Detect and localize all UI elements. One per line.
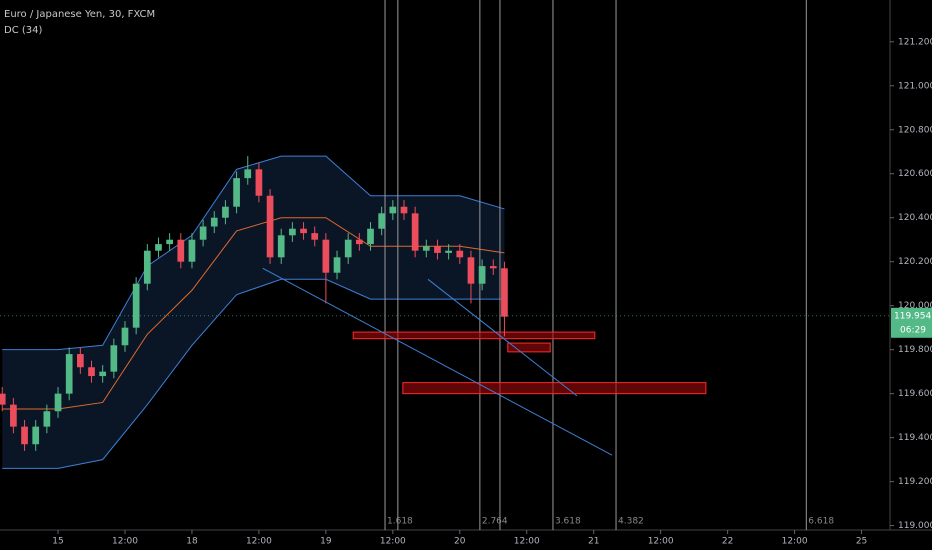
candle-body bbox=[289, 228, 296, 236]
y-tick-label: 119.000 bbox=[898, 521, 932, 531]
candle-body bbox=[501, 268, 508, 317]
candle-body bbox=[210, 217, 218, 227]
candle-body bbox=[266, 195, 274, 258]
y-tick-label: 119.400 bbox=[898, 433, 932, 443]
x-tick-label: 12:00 bbox=[380, 537, 406, 547]
candle-body bbox=[389, 206, 397, 214]
y-tick-label: 120.400 bbox=[898, 213, 932, 223]
candle-body bbox=[467, 257, 475, 284]
candle-body bbox=[143, 250, 151, 284]
candle-body bbox=[32, 426, 40, 445]
last-price-label: 119.954 bbox=[894, 311, 931, 321]
candle-body bbox=[244, 169, 252, 179]
zone bbox=[352, 331, 596, 340]
x-tick-label: 15 bbox=[52, 537, 63, 547]
candle-body bbox=[233, 178, 240, 207]
candle-body bbox=[132, 283, 140, 328]
candle-body bbox=[99, 371, 107, 377]
y-tick-label: 120.000 bbox=[898, 301, 932, 311]
candle-body bbox=[356, 239, 363, 245]
candle-body bbox=[489, 266, 497, 269]
candle-body bbox=[400, 206, 408, 214]
candle-body bbox=[65, 354, 73, 394]
candle-body bbox=[166, 239, 173, 245]
candle-body bbox=[88, 367, 95, 377]
x-tick-label: 19 bbox=[320, 537, 332, 547]
candle-body bbox=[121, 327, 129, 346]
candle-body bbox=[277, 235, 285, 258]
candle-body bbox=[0, 393, 6, 405]
channel-middle bbox=[2, 217, 505, 410]
channel-fill bbox=[2, 156, 505, 469]
fib-label: 4.382 bbox=[618, 517, 644, 527]
last-price-box bbox=[891, 307, 932, 338]
zone bbox=[402, 382, 707, 395]
candle-body bbox=[300, 228, 307, 234]
plot: 1.618 2.764 3.618 4.382 6.618 bbox=[0, 0, 890, 530]
indicator-label: DC (34) bbox=[4, 25, 42, 36]
candle-body bbox=[43, 411, 51, 427]
x-tick-label: 20 bbox=[454, 537, 466, 547]
zone bbox=[507, 342, 551, 353]
candle-body bbox=[422, 246, 430, 251]
candle-body bbox=[177, 239, 185, 262]
y-tick-label: 120.600 bbox=[898, 169, 932, 179]
y-tick-label: 120.800 bbox=[898, 125, 932, 135]
channel-lower bbox=[2, 278, 505, 469]
candle-body bbox=[188, 239, 196, 262]
candle-body bbox=[322, 239, 330, 273]
candle-body bbox=[255, 169, 263, 196]
candle-body bbox=[378, 213, 386, 229]
candle-body bbox=[445, 250, 452, 253]
candle-body bbox=[54, 393, 62, 412]
candle-body bbox=[222, 206, 229, 218]
trendline bbox=[427, 278, 578, 397]
fib-label: 6.618 bbox=[808, 517, 834, 527]
y-tick-label: 121.000 bbox=[898, 81, 932, 91]
candle-body bbox=[199, 226, 207, 240]
fib-label: 3.618 bbox=[555, 517, 581, 527]
countdown: 06:29 bbox=[900, 325, 926, 335]
x-tick-label: 25 bbox=[856, 537, 867, 547]
y-tick-label: 120.200 bbox=[898, 257, 932, 267]
candle-body bbox=[344, 239, 352, 258]
trendline bbox=[262, 267, 613, 456]
candle-body bbox=[434, 246, 441, 253]
x-tick-label: 12:00 bbox=[112, 537, 138, 547]
x-tick-label: 18 bbox=[186, 537, 198, 547]
y-tick-label: 121.200 bbox=[898, 37, 932, 47]
candle-body bbox=[110, 345, 118, 372]
x-tick-label: 21 bbox=[588, 537, 599, 547]
x-tick-label: 22 bbox=[722, 537, 733, 547]
x-tick-label: 12:00 bbox=[648, 537, 674, 547]
x-tick-label: 12:00 bbox=[246, 537, 272, 547]
y-tick-label: 119.200 bbox=[898, 477, 932, 487]
y-tick-label: 119.600 bbox=[898, 389, 932, 399]
candle-body bbox=[411, 213, 419, 251]
candle-body bbox=[311, 233, 319, 240]
candle-body bbox=[10, 404, 17, 427]
chart-title: Euro / Japanese Yen, 30, FXCM bbox=[4, 9, 155, 20]
fib-label: 1.618 bbox=[387, 517, 413, 527]
candle-body bbox=[21, 426, 28, 445]
candle-body bbox=[77, 354, 84, 368]
candle-body bbox=[478, 266, 486, 284]
candle-body bbox=[155, 244, 162, 251]
x-tick-label: 12:00 bbox=[782, 537, 808, 547]
candle-body bbox=[333, 257, 341, 273]
candle-body bbox=[367, 228, 374, 245]
candle-body bbox=[456, 250, 464, 258]
fib-label: 2.764 bbox=[482, 517, 508, 527]
y-tick-label: 119.800 bbox=[898, 345, 932, 355]
x-tick-label: 12:00 bbox=[514, 537, 540, 547]
